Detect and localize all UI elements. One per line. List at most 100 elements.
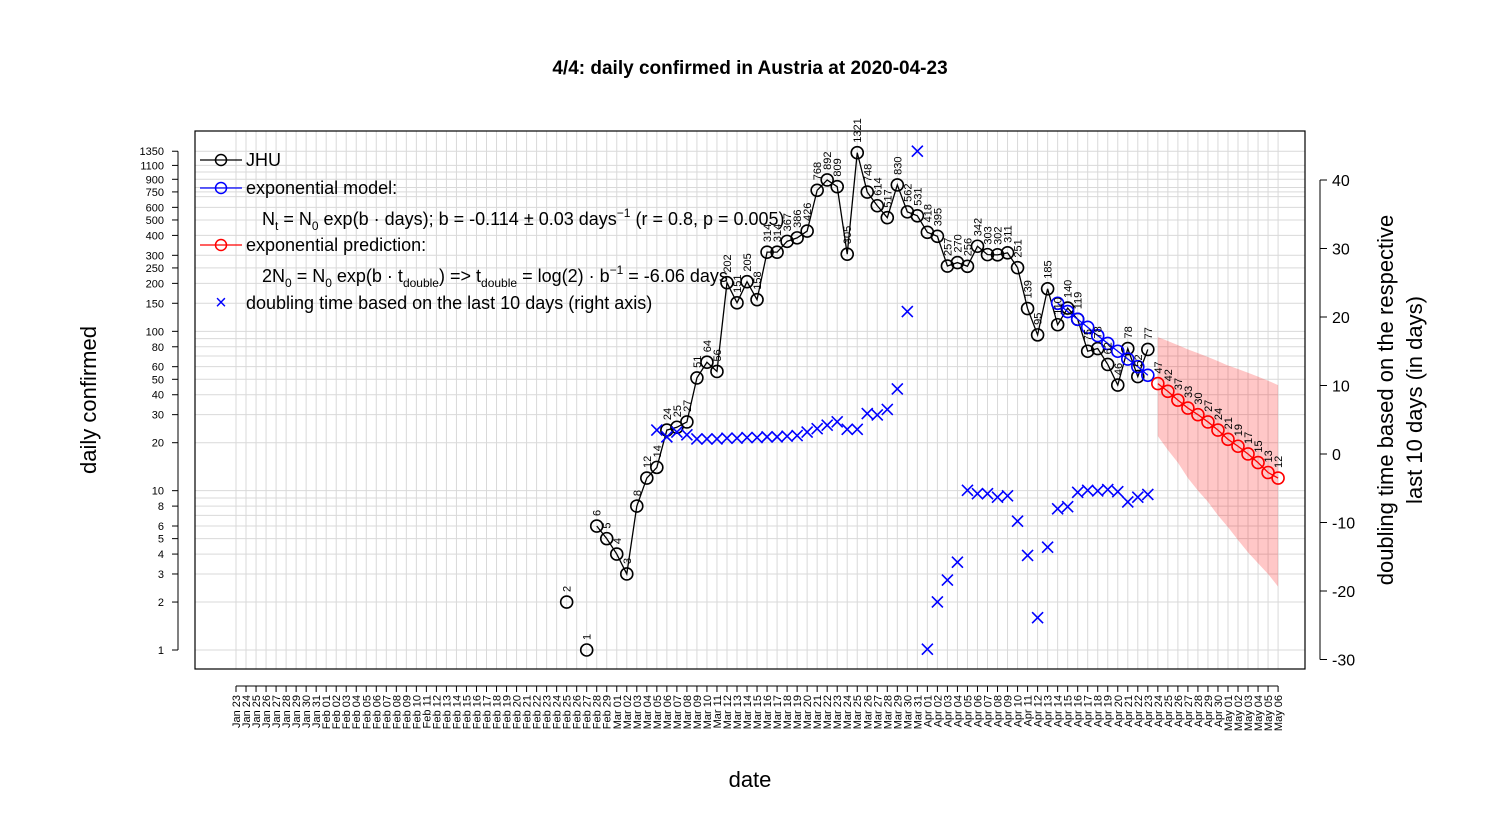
x-tick-label: Mar 01 (612, 695, 624, 729)
x-tick-label: Apr 01 (922, 695, 934, 727)
jhu-point (559, 595, 574, 609)
prediction-band-area (1157, 337, 1279, 587)
jhu-data-label: 64 (702, 340, 714, 352)
y-tick-label: 60 (152, 362, 164, 374)
x-tick-label: Mar 02 (622, 695, 634, 729)
x-tick-label: Apr 23 (1143, 695, 1155, 727)
jhu-point (1000, 246, 1015, 260)
jhu-data-label: 12 (642, 456, 654, 468)
x-tick-label: Jan 29 (291, 695, 303, 728)
jhu-point (1110, 378, 1125, 392)
x-tick-label: Mar 03 (632, 695, 644, 729)
jhu-point (700, 355, 714, 370)
jhu-data-label: 311 (1003, 225, 1015, 243)
prediction-data-label: 27 (1203, 400, 1215, 412)
jhu-data-label: 119 (1073, 292, 1085, 310)
y2-tick-label: -20 (1332, 584, 1355, 601)
y-tick-label: 2 (158, 597, 164, 609)
jhu-data-label: 95 (1033, 313, 1045, 325)
x-tick-label: Feb 16 (471, 695, 483, 729)
jhu-point (960, 259, 975, 274)
prediction-point (1191, 407, 1205, 422)
x-tick-label: Feb 29 (602, 695, 614, 729)
jhu-data-label: 314 (762, 224, 774, 242)
x-tick-label: Feb 10 (411, 695, 423, 729)
model-point (1141, 368, 1155, 383)
jhu-point (850, 145, 865, 160)
y-tick-label: 1350 (140, 146, 164, 158)
x-tick-label: Apr 24 (1153, 695, 1165, 727)
x-tick-label: Apr 17 (1083, 695, 1095, 727)
y-tick-label: 1100 (140, 160, 164, 172)
model-point (1090, 328, 1105, 343)
x-axis-title: date (729, 767, 772, 792)
x-tick-label: Mar 19 (792, 695, 804, 729)
y-tick-label: 100 (146, 326, 164, 338)
doubling-time-point (841, 423, 854, 436)
prediction-data-label: 42 (1163, 369, 1175, 381)
x-tick-label: Feb 01 (321, 695, 333, 729)
x-tick-label: May 06 (1273, 695, 1285, 731)
y-tick-label: 300 (146, 250, 164, 262)
jhu-data-label: 51 (692, 356, 704, 368)
jhu-point (730, 296, 744, 310)
jhu-data-label: 52 (1133, 354, 1145, 366)
jhu-data-label: 5 (602, 523, 614, 529)
jhu-point (1120, 341, 1135, 356)
x-tick-label: Mar 24 (842, 695, 854, 729)
prediction-data-label: 12 (1273, 456, 1285, 468)
x-tick-label: Mar 16 (762, 695, 774, 729)
legend-model-marker (214, 181, 228, 195)
x-tick-label: Apr 21 (1123, 695, 1135, 727)
jhu-data-label: 342 (972, 218, 984, 236)
jhu-data-label: 562 (902, 184, 914, 202)
x-tick-label: Apr 28 (1193, 695, 1205, 727)
x-tick-label: Mar 17 (772, 695, 784, 729)
doubling-time-point (1061, 500, 1074, 513)
y-tick-label: 80 (152, 342, 164, 354)
x-tick-label: Jan 23 (231, 695, 243, 728)
doubling-time-point (831, 415, 844, 428)
doubling-time-point (891, 382, 904, 395)
jhu-point (1100, 357, 1115, 372)
x-tick-label: Mar 11 (712, 695, 724, 728)
doubling-time-point (951, 556, 964, 569)
jhu-data-label: 270 (952, 234, 964, 252)
x-tick-label: Mar 06 (662, 695, 674, 729)
x-tick-label: Feb 25 (562, 695, 574, 729)
doubling-time-point (1031, 611, 1044, 624)
doubling-time-point (1051, 502, 1064, 515)
doubling-time-point (1001, 489, 1014, 502)
prediction-point (1271, 471, 1285, 485)
model-point (1060, 304, 1075, 319)
legend: JHU exponential model: Nt = N0 exp(b · d… (200, 150, 785, 314)
y-tick-label: 400 (146, 230, 164, 242)
y2-tick-label: -10 (1332, 516, 1355, 533)
x-tick-label: Mar 31 (912, 695, 924, 729)
legend-prediction-label: exponential prediction: (246, 235, 426, 255)
y-tick-label: 500 (146, 215, 164, 227)
jhu-point (890, 178, 905, 192)
doubling-time-point (740, 431, 754, 444)
x-tick-label: Jan 25 (251, 695, 263, 728)
model-point (1050, 296, 1065, 311)
doubling-time-point (821, 419, 834, 432)
prediction-line (1157, 383, 1279, 479)
jhu-data-label: 24 (662, 408, 674, 420)
x-tick-label: Mar 10 (702, 695, 714, 729)
prediction-point (1251, 455, 1265, 470)
jhu-point (870, 198, 885, 213)
doubling-time-point (700, 432, 714, 445)
jhu-point (1030, 328, 1045, 342)
doubling-time-point (1111, 485, 1124, 498)
y-tick-label: 150 (146, 298, 164, 310)
doubling-time-point (791, 429, 804, 442)
x-tick-label: Feb 12 (431, 695, 443, 729)
x-tick-label: Apr 15 (1063, 695, 1075, 727)
x-tick-label: Mar 12 (722, 695, 734, 729)
prediction-data-label: 15 (1253, 440, 1265, 452)
jhu-point (840, 247, 855, 261)
prediction-data-label: 19 (1233, 424, 1245, 436)
jhu-data-label: 1 (582, 634, 594, 640)
jhu-point (790, 231, 804, 245)
